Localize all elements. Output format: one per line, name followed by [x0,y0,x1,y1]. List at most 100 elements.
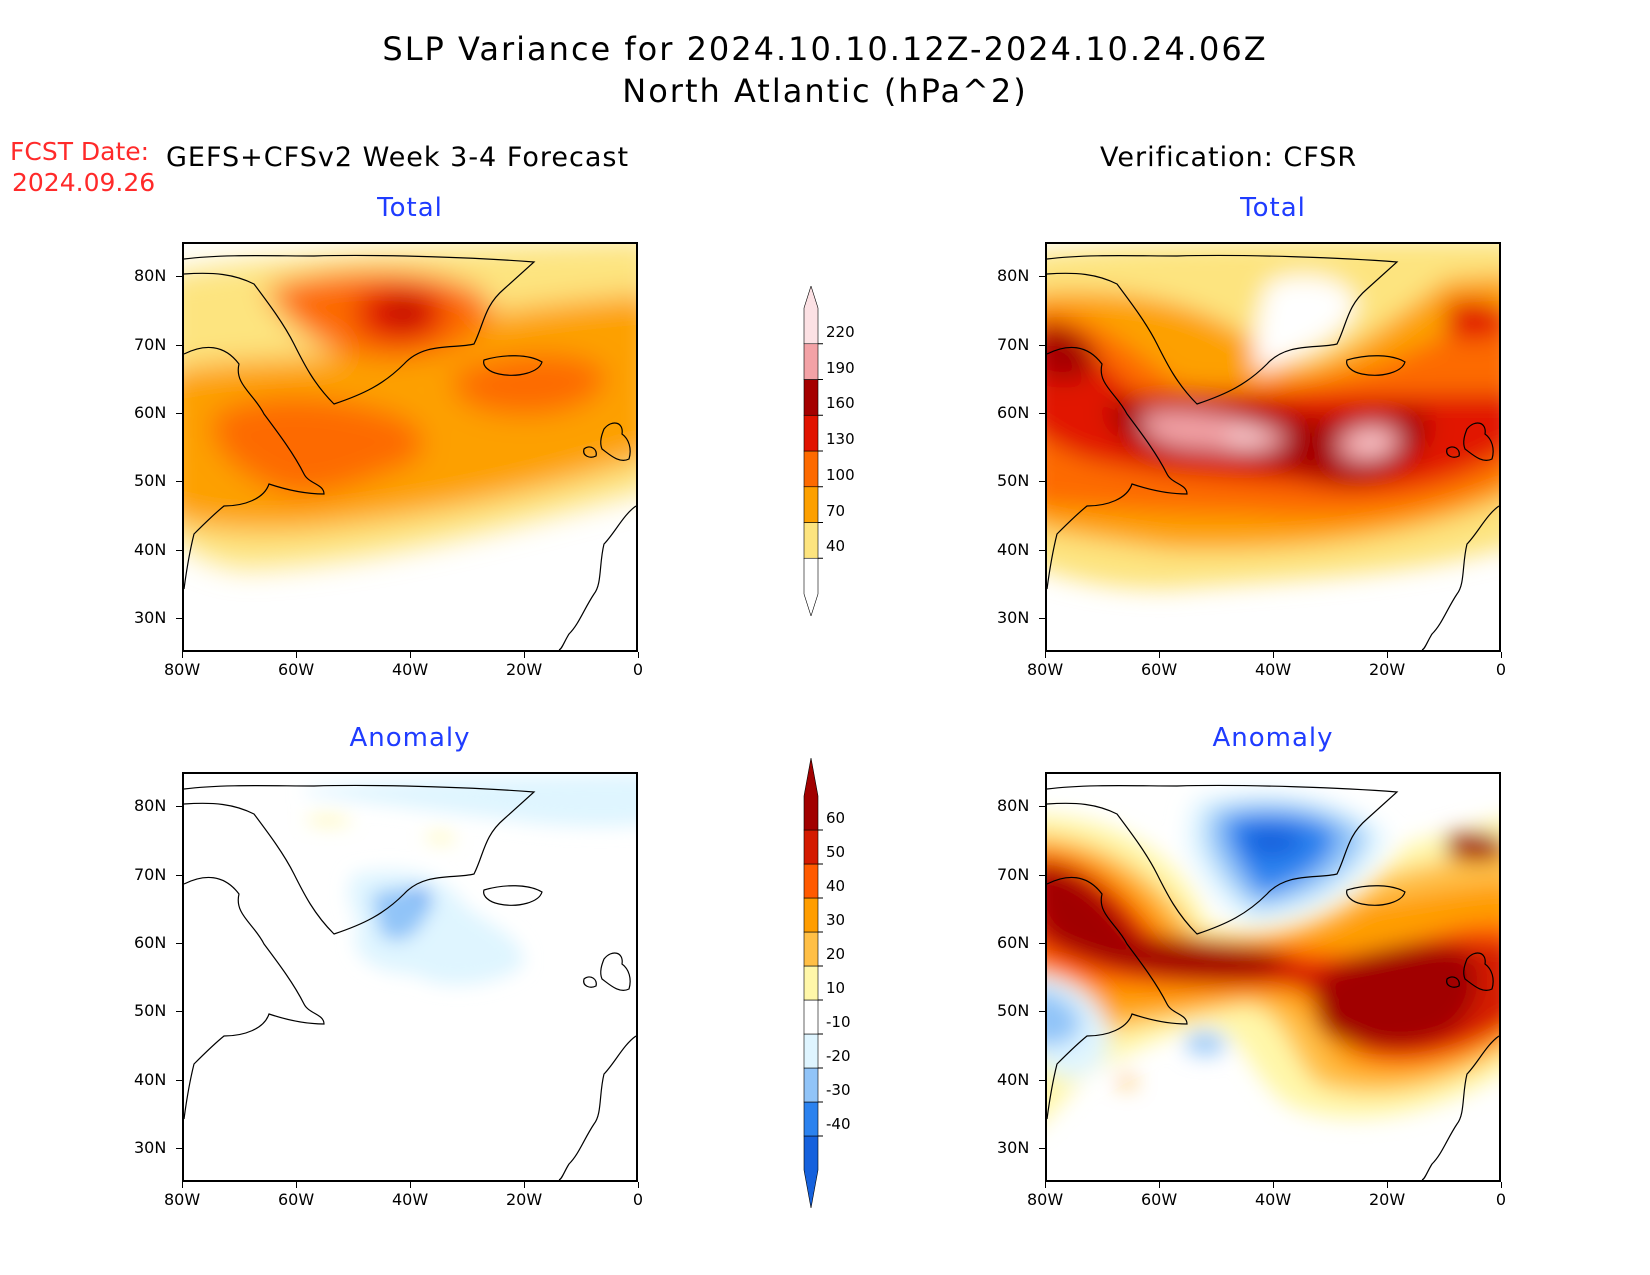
verification-total-lat-tick-label: 70N [997,334,1030,354]
verification-anomaly-lon-tick-mark [1387,1182,1388,1188]
verification-total-map [1045,242,1501,652]
field-160-190 [386,302,422,322]
forecast-total-lon-tick-label: 0 [632,660,644,679]
verification-total-title: Total [1240,193,1306,223]
forecast-anomaly-lon-tick-mark [410,1182,411,1188]
forecast-total-lat-tick-label: 40N [134,539,167,559]
verification-total-lat-tick-mark [1039,549,1045,551]
colorbar-segment [803,522,819,559]
forecast-total-field [184,244,636,569]
anomaly-colorbar-labels: -40 -30 -20 -10 10 20 30 40 50 60 [826,758,866,1208]
verification-total-lon-tick-label: 40W [1255,660,1292,679]
colorbar-segment [803,897,819,933]
verification-total-lat-tick-label: 40N [997,539,1030,559]
forecast-total-lat-tick-label: 50N [134,471,167,491]
forecast-total-lon-tick-label: 20W [506,660,543,679]
verification-anomaly-lon-tick-mark [1045,1182,1046,1188]
forecast-total-lon-tick-mark [638,652,639,658]
colorbar-segment [803,285,819,345]
colorbar-segment [803,1135,819,1209]
left-column-title: GEFS+CFSv2 Week 3-4 Forecast [166,142,630,173]
forecast-anomaly-lat-tick-label: 40N [134,1069,167,1089]
verification-anomaly-lat-tick-mark [1039,1147,1045,1149]
field-neg40-greenland [1245,827,1305,857]
forecast-anomaly-lon-tick-label: 80W [164,1190,201,1209]
forecast-total-lon-tick-label: 60W [278,660,315,679]
verification-total-lon-tick-mark [1273,652,1274,658]
forecast-anomaly-title: Anomaly [349,723,471,753]
colorbar-level-label: 220 [826,322,855,341]
colorbar-level-label: 30 [826,911,846,929]
verification-total-lon-tick-mark [1387,652,1388,658]
forecast-total-lon-tick-mark [182,652,183,658]
verification-total-lon-tick-mark [1045,652,1046,658]
colorbar-level-label: 10 [826,979,846,997]
verification-total-lat-tick-label: 30N [997,607,1030,627]
coastlines [1047,254,1499,650]
colorbar-segment [803,414,819,452]
verification-total-lat-tick-mark [1039,412,1045,414]
forecast-total-lon-tick-mark [410,652,411,658]
colorbar-level-label: 40 [826,877,846,895]
forecast-total-map [182,242,638,652]
verification-total-lon-tick-label: 80W [1027,660,1064,679]
forecast-total-lon-tick-mark [296,652,297,658]
verification-anomaly-lon-tick-mark [1273,1182,1274,1188]
forecast-total-title: Total [377,193,443,223]
verification-total-lat-tick-label: 80N [997,266,1030,286]
colorbar-level-label: -10 [826,1013,851,1031]
anomaly-colorbar [802,757,862,1209]
colorbar-segment [803,557,819,617]
forecast-total-lat-tick-label: 80N [134,266,167,286]
main-title-line1: SLP Variance for 2024.10.10.12Z-2024.10.… [382,30,1268,68]
verification-total-lon-tick-label: 0 [1495,660,1507,679]
field-neg10-top [304,774,636,827]
field-pos10-a [304,816,354,825]
verification-total-lat-tick-mark [1039,481,1045,483]
verification-anomaly-lon-tick-label: 60W [1141,1190,1178,1209]
forecast-anomaly-lon-tick-label: 0 [632,1190,644,1209]
colorbar-segment [803,1067,819,1103]
main-title-line2: North Atlantic (hPa^2) [622,72,1028,110]
field-100-130-iceland [452,354,606,415]
colorbar-level-label: 50 [826,843,846,861]
forecast-total-lat-tick-mark [176,617,182,619]
forecast-total-lat-tick-label: 70N [134,334,167,354]
colorbar-level-label: 160 [826,394,855,413]
verification-anomaly-lon-tick-label: 20W [1369,1190,1406,1209]
right-column-title: Verification: CFSR [1100,142,1358,173]
field-pos60-labrador [1047,868,1287,981]
fcst-date-label: FCST Date: [10,137,150,166]
colorbar-segment [803,965,819,1001]
total-colorbar-labels: 40 70 100 130 160 190 220 [826,286,866,616]
colorbar-level-label: -30 [826,1081,851,1099]
coastlines [1047,784,1499,1180]
colorbar-segment [803,379,819,416]
verification-anomaly-lon-tick-label: 40W [1255,1190,1292,1209]
colorbar-segment [803,1101,819,1137]
forecast-anomaly-lon-tick-label: 20W [506,1190,543,1209]
forecast-anomaly-lon-tick-mark [638,1182,639,1188]
field-220-plus-east [1357,436,1386,450]
forecast-anomaly-lat-tick-label: 30N [134,1137,167,1157]
field-greenland-low [1255,275,1357,374]
field-neg20-mid [1187,1032,1227,1055]
verification-total-lat-tick-mark [1039,344,1045,346]
verification-anomaly-lat-tick-label: 70N [997,864,1030,884]
verification-anomaly-lon-tick-mark [1501,1182,1502,1188]
forecast-anomaly-map [182,772,638,1182]
field-pos60-east [1447,832,1499,861]
forecast-anomaly-lat-tick-mark [176,942,182,944]
colorbar-segment [803,343,819,380]
verification-total-field [1047,244,1499,589]
verification-anomaly-lon-tick-label: 0 [1495,1190,1507,1209]
forecast-total-lat-tick-mark [176,549,182,551]
verification-total-lat-tick-label: 60N [997,402,1030,422]
verification-anomaly-lat-tick-label: 60N [997,932,1030,952]
verification-total-lon-tick-label: 20W [1369,660,1406,679]
verification-anomaly-lon-tick-mark [1159,1182,1160,1188]
colorbar-level-label: 130 [826,430,855,448]
verification-anomaly-field [1047,792,1499,1119]
forecast-anomaly-lat-tick-mark [176,806,182,808]
coastlines [184,784,636,1180]
